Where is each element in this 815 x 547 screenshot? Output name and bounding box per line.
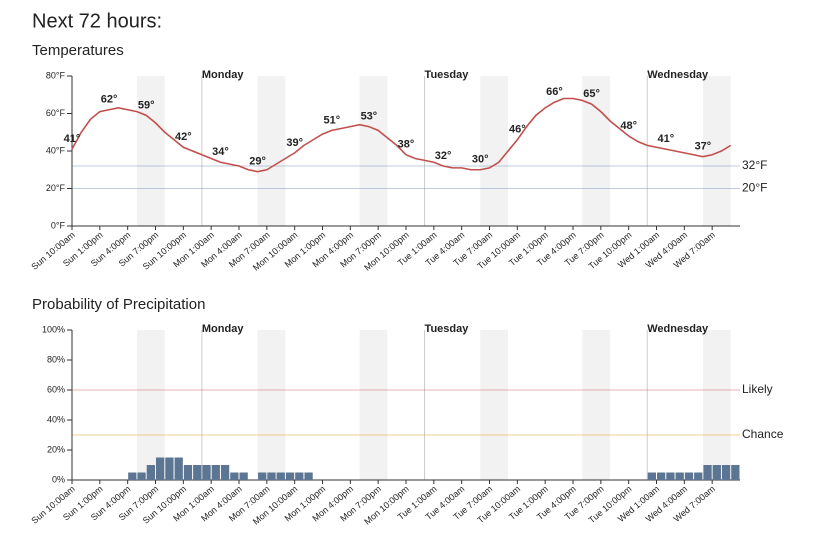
bar	[211, 465, 220, 480]
day-label: Wednesday	[647, 323, 709, 335]
shade-band	[582, 330, 611, 480]
data-label: 32°	[435, 150, 452, 162]
bar	[647, 472, 656, 480]
bar	[304, 472, 313, 480]
bar	[165, 457, 174, 480]
y-tick-label: 20%	[47, 444, 65, 454]
y-tick-label: 60°F	[46, 108, 66, 118]
reference-label: 20°F	[742, 181, 767, 195]
day-label: Monday	[202, 323, 244, 335]
bar	[156, 457, 165, 480]
shade-band	[702, 76, 731, 226]
bar	[128, 472, 137, 480]
page-title: Next 72 hours:	[32, 10, 162, 32]
shade-band	[582, 76, 611, 226]
data-label: 30°	[472, 154, 489, 166]
day-label: Tuesday	[425, 323, 470, 335]
y-tick-label: 60%	[47, 384, 65, 394]
shade-band	[257, 76, 286, 226]
data-label: 34°	[212, 146, 229, 158]
bar	[258, 472, 267, 480]
reference-label: 32°F	[742, 158, 767, 172]
shade-band	[480, 330, 509, 480]
bar	[220, 465, 230, 480]
data-label: 29°	[249, 156, 266, 168]
bar	[684, 472, 694, 480]
y-tick-label: 80°F	[46, 70, 66, 80]
chart-title: Temperatures	[32, 42, 124, 59]
bar	[193, 465, 202, 480]
temperature-line	[71, 97, 732, 173]
shade-band	[359, 76, 388, 226]
bar	[675, 472, 684, 480]
y-tick-label: 20°F	[46, 183, 66, 193]
data-label: 59°	[138, 99, 155, 111]
data-label: 38°	[398, 139, 415, 151]
data-label: 39°	[286, 137, 303, 149]
y-tick-label: 0%	[52, 474, 65, 484]
reference-label: Likely	[742, 382, 773, 396]
bar	[721, 465, 731, 480]
shade-band	[359, 330, 388, 480]
bar	[183, 465, 193, 480]
data-label: 41°	[64, 133, 81, 145]
bar	[137, 472, 146, 480]
bar	[666, 472, 675, 480]
bar	[202, 465, 211, 480]
bar	[712, 465, 721, 480]
y-tick-label: 80%	[47, 354, 65, 364]
shade-band	[480, 76, 509, 226]
chart-title: Probability of Precipitation	[32, 296, 205, 313]
data-label: 37°	[695, 141, 712, 153]
day-label: Monday	[202, 69, 244, 81]
bar	[731, 465, 740, 480]
bar	[146, 465, 155, 480]
data-label: 62°	[101, 94, 118, 106]
bar	[295, 472, 304, 480]
bar	[285, 472, 295, 480]
reference-label: Chance	[742, 427, 784, 441]
y-tick-label: 0°F	[51, 220, 66, 230]
bar	[230, 472, 239, 480]
shade-band	[136, 76, 165, 226]
data-label: 53°	[361, 111, 378, 123]
day-label: Wednesday	[647, 69, 709, 81]
bar	[267, 472, 276, 480]
data-label: 42°	[175, 131, 192, 143]
data-label: 65°	[583, 88, 600, 100]
day-label: Tuesday	[425, 69, 470, 81]
y-tick-label: 100%	[42, 324, 65, 334]
bar	[657, 472, 666, 480]
data-label: 51°	[323, 114, 340, 126]
y-tick-label: 40°F	[46, 145, 66, 155]
bar	[174, 457, 183, 480]
bar	[694, 472, 703, 480]
data-label: 66°	[546, 86, 563, 98]
shade-band	[257, 330, 286, 480]
bar	[703, 465, 712, 480]
data-label: 48°	[620, 120, 637, 132]
y-tick-label: 40%	[47, 414, 65, 424]
bar	[239, 472, 248, 480]
bar	[276, 472, 285, 480]
data-label: 41°	[657, 133, 674, 145]
shade-band	[702, 330, 731, 480]
data-label: 46°	[509, 124, 526, 136]
shade-band	[136, 330, 165, 480]
